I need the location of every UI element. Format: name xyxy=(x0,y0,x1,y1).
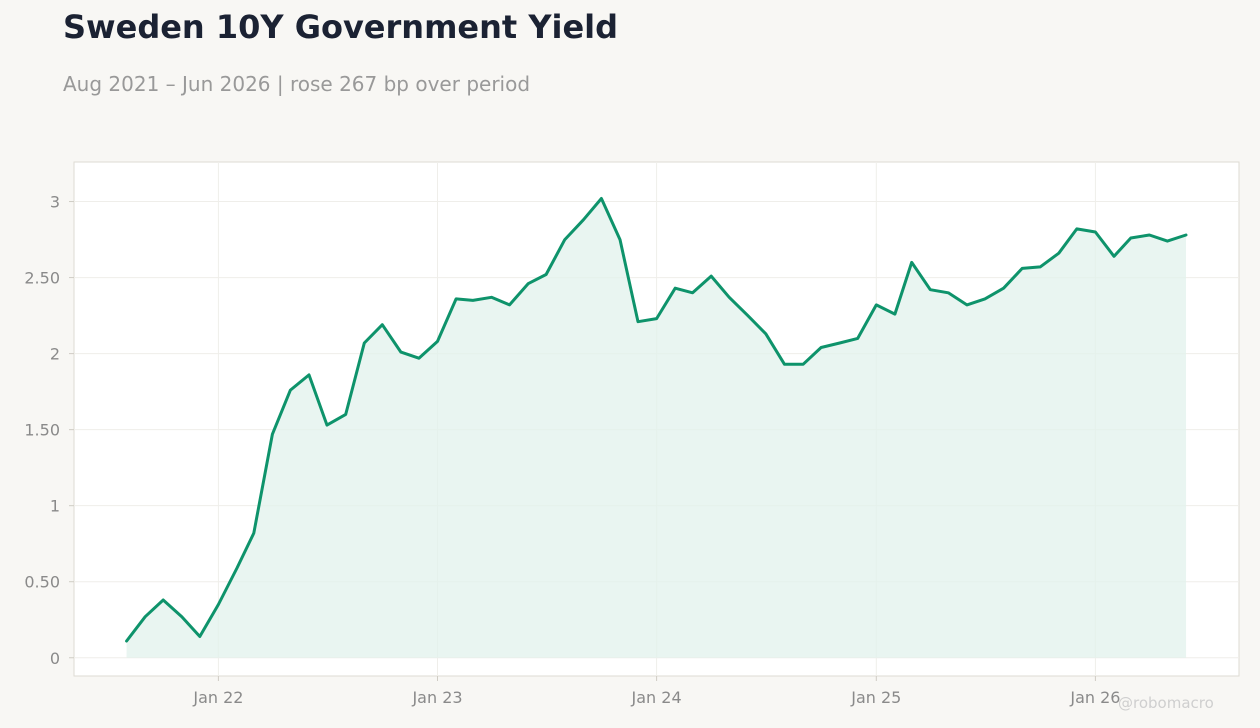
series-line-group xyxy=(125,197,1188,643)
y-tick-label: 3 xyxy=(50,193,60,212)
y-tick-label: 2.50 xyxy=(24,269,60,288)
y-tick-label: 0 xyxy=(50,649,60,668)
y-tick-label: 2 xyxy=(50,345,60,364)
series-line xyxy=(125,197,1188,643)
x-tick-label: Jan 25 xyxy=(850,688,901,707)
chart-subtitle: Aug 2021 – Jun 2026 | rose 267 bp over p… xyxy=(63,72,531,96)
y-tick-label: 1.50 xyxy=(24,421,60,440)
x-tick-label: Jan 26 xyxy=(1069,688,1120,707)
watermark: @robomacro xyxy=(1118,694,1214,712)
series-area-fill xyxy=(126,198,1187,658)
y-axis: 0 0.50 1 1.50 2 2.50 3 xyxy=(24,193,74,668)
x-tick-label: Jan 23 xyxy=(411,688,462,707)
series-area xyxy=(126,198,1187,658)
chart-title: Sweden 10Y Government Yield xyxy=(63,8,619,46)
y-tick-label: 0.50 xyxy=(24,573,60,592)
x-axis: Jan 22 Jan 23 Jan 24 Jan 25 Jan 26 xyxy=(192,676,1120,707)
x-tick-label: Jan 22 xyxy=(192,688,243,707)
x-tick-label: Jan 24 xyxy=(631,688,682,707)
y-tick-label: 1 xyxy=(50,497,60,516)
